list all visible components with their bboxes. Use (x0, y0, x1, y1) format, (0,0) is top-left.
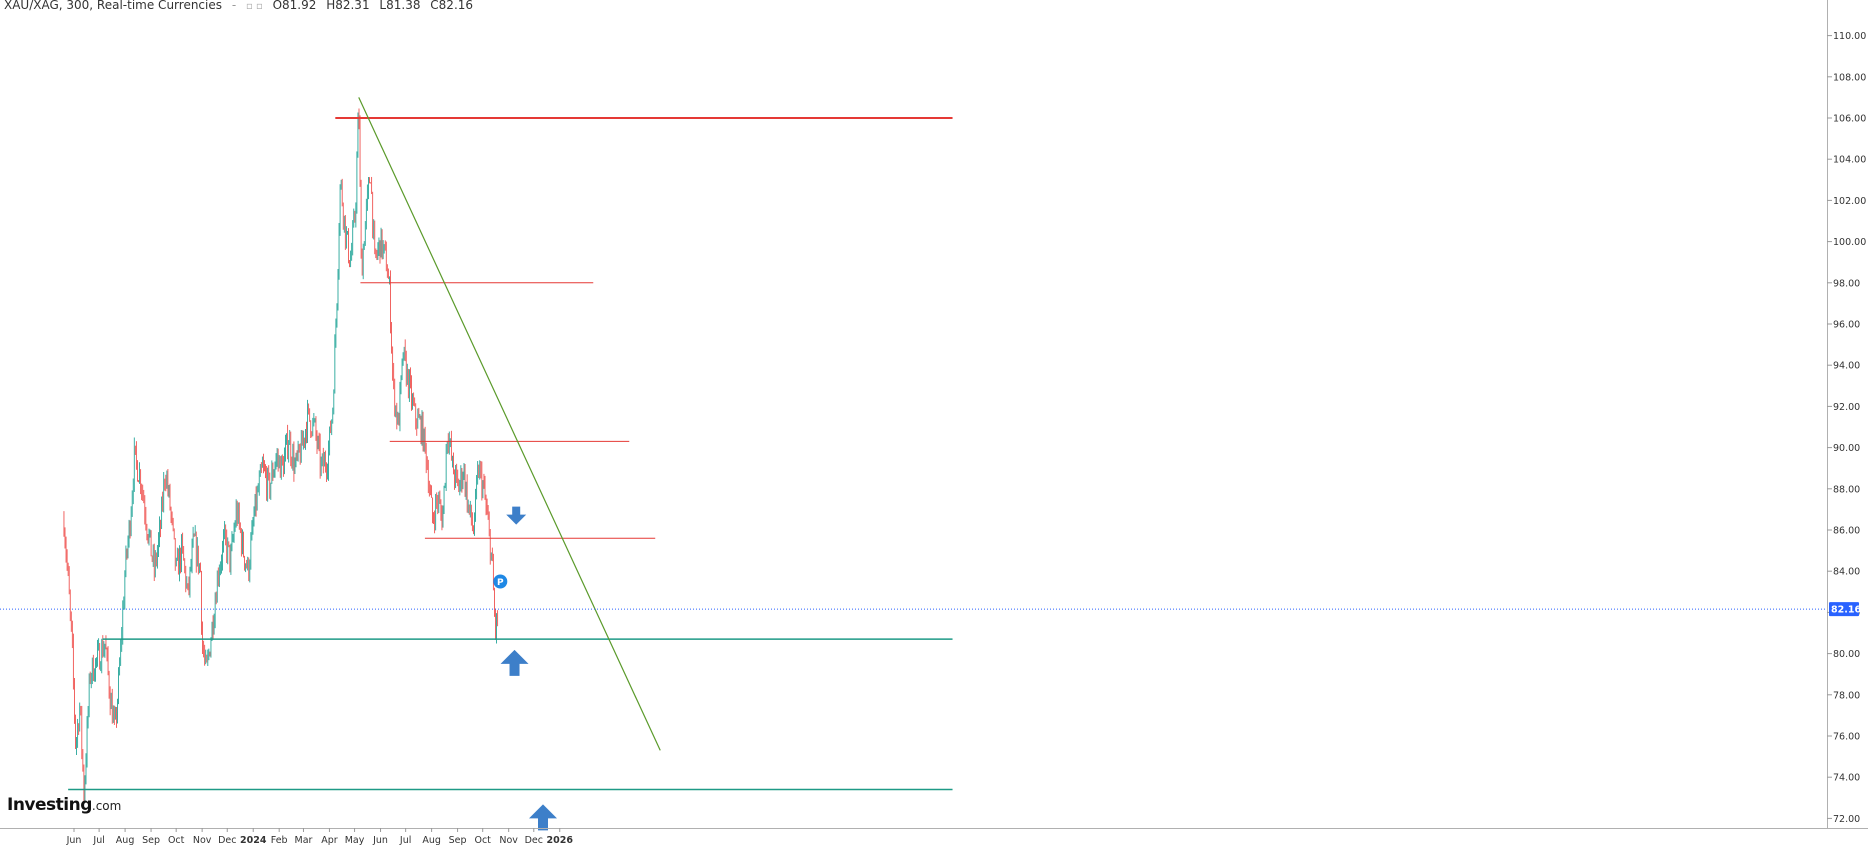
x-tick-label: Jul (399, 835, 411, 846)
y-tick-label: 96.00 (1833, 320, 1860, 331)
x-tick-label: Sep (449, 835, 467, 846)
y-tick-label: 100.00 (1833, 237, 1866, 248)
horizontal-levels[interactable] (68, 117, 953, 791)
x-tick-label: Aug (116, 835, 135, 846)
x-tick-label: May (345, 835, 365, 846)
close-value: C82.16 (430, 0, 474, 12)
y-tick-label: 88.00 (1833, 484, 1860, 495)
investing-logo: Investing.com (7, 795, 122, 815)
x-tick-label: Jun (66, 835, 82, 846)
y-tick-label: 110.00 (1833, 31, 1866, 42)
chart-header: XAU/XAG, 300, Real-time Currencies - ▫ ▫… (4, 0, 479, 14)
arrow-up-icon (500, 649, 529, 676)
annotations: P (493, 506, 557, 831)
x-tick-label: 2026 (547, 835, 574, 846)
x-tick-label: Nov (193, 835, 212, 846)
y-tick-label: 84.00 (1833, 567, 1860, 578)
x-tick-label: 2024 (240, 835, 267, 846)
symbol-title[interactable]: XAU/XAG, 300, Real-time Currencies (4, 0, 222, 12)
trendline[interactable] (358, 97, 661, 751)
y-tick-label: 92.00 (1833, 402, 1860, 413)
open-value: O81.92 (272, 0, 317, 12)
arrow-up-icon (529, 804, 557, 831)
pivot-badge-label: P (497, 578, 504, 588)
y-tick-label: 78.00 (1833, 690, 1860, 701)
y-tick-label: 102.00 (1833, 196, 1866, 207)
x-tick-label: Mar (295, 835, 313, 846)
x-tick-label: Dec (525, 835, 543, 846)
header-icons: ▫ ▫ (246, 1, 263, 12)
x-tick-label: Jul (92, 835, 104, 846)
pivot-badge-icon[interactable] (493, 574, 508, 589)
last-price-tag: 82.16 (1829, 602, 1861, 617)
x-tick-label: Aug (422, 835, 441, 846)
high-value: H82.31 (326, 0, 370, 12)
candle-series (63, 108, 499, 803)
y-tick-label: 72.00 (1833, 814, 1860, 825)
y-tick-label: 90.00 (1833, 443, 1860, 454)
header-dash: - (231, 0, 237, 12)
y-tick-label: 74.00 (1833, 773, 1860, 784)
y-tick-label: 106.00 (1833, 114, 1866, 125)
x-tick-label: Feb (271, 835, 288, 846)
x-tick-label: Jun (372, 835, 388, 846)
y-tick-label: 104.00 (1833, 155, 1866, 166)
y-tick-label: 86.00 (1833, 526, 1860, 537)
y-tick-label: 80.00 (1833, 649, 1860, 660)
x-tick-label: Apr (321, 835, 338, 846)
y-tick-label: 76.00 (1833, 732, 1860, 743)
low-value: L81.38 (379, 0, 421, 12)
last-price-label: 82.16 (1831, 605, 1861, 616)
arrow-down-icon (506, 506, 527, 525)
y-tick-label: 108.00 (1833, 72, 1866, 83)
y-tick-label: 98.00 (1833, 278, 1860, 289)
x-tick-label: Nov (499, 835, 518, 846)
x-tick-label: Dec (218, 835, 236, 846)
x-tick-label: Oct (168, 835, 185, 846)
x-tick-label: Oct (474, 835, 491, 846)
x-tick-label: Sep (142, 835, 160, 846)
y-tick-label: 94.00 (1833, 361, 1860, 372)
x-axis[interactable]: Jun Jul Aug Sep Oct Nov Dec 2024 Feb Mar Apr May Jun… (66, 828, 574, 846)
